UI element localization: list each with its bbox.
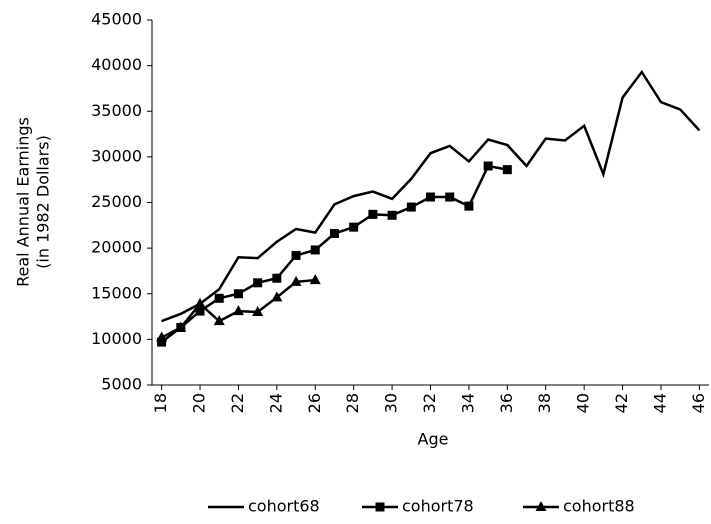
x-tick-label: 28 [343, 393, 362, 413]
x-axis-title: Age [418, 430, 449, 449]
marker [233, 289, 243, 299]
x-tick-label: 38 [535, 393, 554, 413]
y-axis-title-line: (in 1982 Dollars) [34, 135, 53, 269]
marker [156, 331, 168, 342]
marker [213, 315, 225, 326]
y-tick-label: 40000 [91, 55, 142, 74]
marker [310, 245, 320, 255]
y-tick-label: 35000 [91, 101, 142, 120]
marker [483, 161, 493, 171]
x-tick-label: 44 [650, 393, 669, 413]
x-tick-label: 18 [151, 393, 170, 413]
marker [272, 273, 282, 283]
x-tick-label: 36 [497, 393, 516, 413]
marker [387, 210, 397, 220]
marker [309, 274, 321, 285]
marker [195, 306, 205, 316]
legend-label: cohort88 [563, 497, 635, 516]
x-tick-label: 34 [458, 393, 477, 413]
legend-item: cohort68 [208, 497, 320, 516]
x-tick-label: 26 [305, 393, 324, 413]
y-tick-label: 5000 [101, 375, 142, 394]
x-tick-label: 32 [420, 393, 439, 413]
y-axis-title: Real Annual Earnings (in 1982 Dollars) [14, 117, 53, 287]
series-line [161, 69, 701, 323]
legend-label: cohort78 [402, 497, 474, 516]
marker [271, 291, 283, 302]
y-axis-title-line: Real Annual Earnings [14, 117, 33, 287]
y-tick-label: 10000 [91, 329, 142, 348]
marker [214, 293, 224, 303]
y-tick-label: 20000 [91, 238, 142, 257]
marker [253, 278, 263, 288]
y-tick-label: 25000 [91, 192, 142, 211]
legend-label: cohort68 [248, 497, 320, 516]
marker [291, 250, 301, 260]
x-tick-label: 30 [382, 393, 401, 413]
x-tick-label: 40 [574, 393, 593, 413]
marker [375, 502, 385, 512]
marker [252, 306, 264, 316]
marker [464, 201, 474, 211]
legend-item: cohort78 [362, 497, 474, 516]
marker [290, 275, 302, 286]
marker [426, 192, 435, 202]
marker [175, 321, 187, 332]
marker [232, 305, 244, 316]
x-tick-label: 42 [612, 393, 631, 413]
legend-item: cohort88 [523, 497, 635, 516]
x-tick-label: 22 [228, 393, 247, 413]
x-tick-label: 20 [190, 393, 209, 413]
marker [194, 297, 206, 308]
marker [349, 222, 359, 232]
marker [445, 192, 455, 202]
y-tick-label: 30000 [91, 146, 142, 165]
x-tick-label: 24 [266, 393, 285, 413]
marker [329, 229, 339, 239]
y-tick-label: 15000 [91, 283, 142, 302]
y-tick-label: 45000 [91, 10, 142, 29]
marker [368, 209, 378, 219]
marker [502, 165, 512, 175]
marker [535, 501, 547, 511]
marker [157, 337, 167, 347]
x-tick-label: 46 [689, 393, 708, 413]
marker [406, 202, 416, 212]
